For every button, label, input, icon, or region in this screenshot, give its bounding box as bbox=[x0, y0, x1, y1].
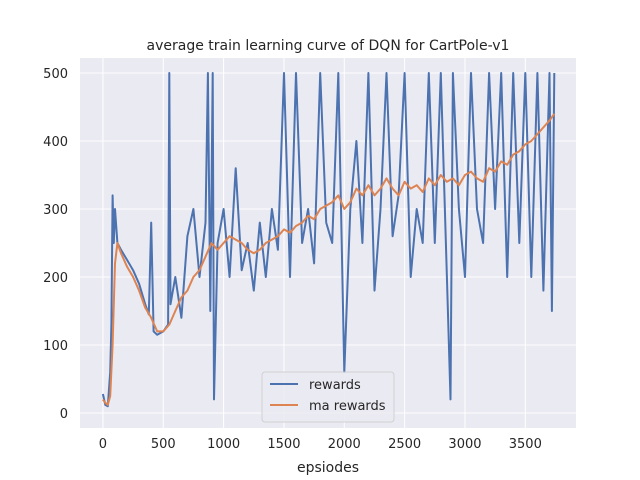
x-tick-label: 1500 bbox=[267, 437, 300, 452]
legend-label-ma-rewards: ma rewards bbox=[309, 399, 386, 414]
x-tick-label: 3500 bbox=[509, 437, 542, 452]
legend-label-rewards: rewards bbox=[309, 378, 361, 393]
y-tick-label: 500 bbox=[43, 67, 68, 82]
y-tick-label: 300 bbox=[43, 203, 68, 218]
ticks: 0 500 1000 1500 2000 2500 3000 3500 0 100 200 300 40… bbox=[43, 67, 542, 452]
y-tick-label: 100 bbox=[43, 339, 68, 354]
y-tick-label: 200 bbox=[43, 271, 68, 286]
legend: rewards ma rewards bbox=[261, 371, 395, 423]
series-line-ma-rewards bbox=[102, 113, 556, 406]
x-tick-label: 1000 bbox=[207, 437, 240, 452]
series-line-rewards bbox=[101, 72, 556, 408]
x-axis-label: epsiodes bbox=[297, 460, 359, 476]
x-tick-label: 0 bbox=[99, 437, 107, 452]
plot-background bbox=[80, 58, 576, 428]
series-layer bbox=[101, 72, 556, 408]
y-tick-label: 400 bbox=[43, 135, 68, 150]
x-tick-label: 2500 bbox=[388, 437, 421, 452]
y-tick-label: 0 bbox=[60, 407, 68, 422]
x-tick-label: 500 bbox=[151, 437, 176, 452]
chart-title: average train learning curve of DQN for … bbox=[147, 38, 510, 54]
x-tick-label: 3000 bbox=[448, 437, 481, 452]
x-tick-label: 2000 bbox=[328, 437, 361, 452]
